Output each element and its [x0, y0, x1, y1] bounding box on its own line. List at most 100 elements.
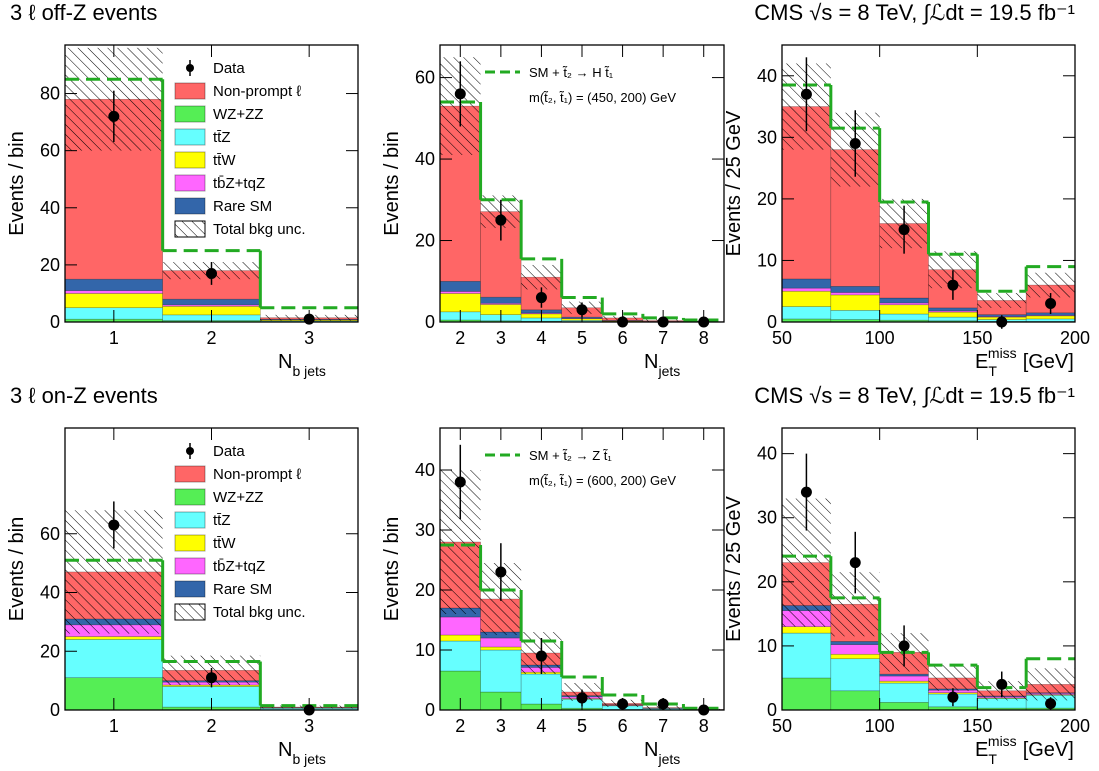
legend-label: tb̄Z+tqZ [213, 175, 265, 192]
y-tick-label: 60 [415, 68, 435, 88]
legend-label: Data [213, 443, 245, 460]
legend-swatch [174, 128, 206, 146]
data-point [947, 691, 959, 703]
legend-swatch [174, 220, 206, 238]
data-point [535, 292, 547, 304]
stack-segment [781, 278, 832, 289]
legend-swatch [174, 603, 206, 621]
x-axis-label-base: E [975, 351, 988, 373]
data-point [898, 640, 910, 652]
y-tick-label: 20 [415, 580, 435, 600]
x-tick-label: 100 [865, 328, 895, 348]
stack-segment [1025, 315, 1076, 320]
x-axis-label-sub: b jets [292, 363, 325, 379]
x-tick-label: 150 [962, 716, 992, 736]
x-tick-label: 200 [1060, 328, 1090, 348]
y-tick-label: 10 [757, 250, 777, 270]
x-tick-label: 1 [109, 328, 119, 348]
legend-swatch [174, 488, 206, 506]
legend-label: WZ+ZZ [213, 489, 263, 506]
stack-segment [480, 646, 522, 651]
x-tick-label: 2 [455, 716, 465, 736]
data-point [535, 650, 547, 662]
x-axis-label-sub: T [988, 363, 997, 379]
x-tick-label: 1 [109, 716, 119, 736]
panel: 0 10 20 30 40 50 100 150 200 Events / 25 GeV ETmis… [723, 383, 1090, 767]
stack-segment [64, 290, 163, 294]
stack-segment [480, 637, 522, 648]
annotation: m(t̃₂, t̃₁) = (450, 200) GeV [529, 90, 676, 105]
stack-segment [830, 653, 880, 660]
stack-segment [928, 311, 978, 318]
y-axis-label: Events / 25 GeV [723, 110, 745, 256]
uncertainty-band [977, 293, 1027, 308]
x-tick-label: 5 [577, 716, 587, 736]
y-tick-label: 20 [757, 572, 777, 592]
y-axis-label: Events / bin [381, 131, 403, 236]
x-tick-label: 6 [618, 328, 628, 348]
legend-label: tt̄W [213, 535, 236, 552]
data-point [800, 88, 812, 100]
legend-label: Data [213, 60, 245, 77]
panel: 0 20 40 60 2 3 4 5 6 7 8 Events / bin Njets SM + t̃₂ … [381, 44, 725, 379]
x-axis-label-base: N [644, 739, 658, 761]
y-tick-label: 60 [40, 524, 60, 544]
x-tick-label: 100 [865, 716, 895, 736]
legend-label: Non-prompt ℓ [213, 83, 301, 100]
x-tick-label: 7 [658, 328, 668, 348]
x-tick-label: 3 [496, 328, 506, 348]
panel: 0 10 20 30 40 50 100 150 200 Events / 25 GeV ETmis… [723, 0, 1090, 379]
legend-label: tt̄Z [213, 129, 231, 146]
stack-segment [480, 296, 522, 304]
x-axis-label-sub: T [988, 751, 997, 767]
y-tick-label: 20 [40, 641, 60, 661]
y-tick-label: 30 [757, 508, 777, 528]
y-axis-label: Events / 25 GeV [723, 496, 745, 642]
x-axis-label-unit: [GeV] [1023, 739, 1074, 761]
legend-swatch [174, 580, 206, 598]
panel-title: CMS √s = 8 TeV, ∫ℒdt = 19.5 fb⁻¹ [754, 0, 1075, 25]
stack-segment [830, 294, 880, 311]
data-point [1045, 698, 1057, 710]
uncertainty-band [1026, 668, 1075, 701]
x-axis-label-sup: miss [988, 345, 1017, 361]
legend-data-marker [186, 64, 194, 72]
y-tick-label: 10 [415, 640, 435, 660]
stack-segment [781, 677, 832, 711]
stack-segment [1025, 318, 1076, 322]
y-tick-label: 20 [40, 255, 60, 275]
stack-segment [781, 306, 832, 320]
stack-segment [64, 293, 163, 309]
stack-segment [64, 639, 163, 678]
legend-label: tt̄W [213, 152, 236, 169]
data-point [495, 214, 507, 226]
x-axis-label-base: N [278, 351, 292, 373]
data-point [800, 486, 812, 498]
stack-segment [781, 632, 832, 679]
stack-segment [879, 682, 929, 703]
y-tick-label: 60 [40, 141, 60, 161]
x-axis-label-base: N [644, 351, 658, 373]
legend-label: SM + t̃₂ → H t̃₁ [529, 65, 614, 80]
x-tick-label: 8 [699, 716, 709, 736]
stack-segment [879, 297, 929, 304]
x-axis-label: Njets [644, 739, 680, 767]
legend-label: Rare SM [213, 198, 272, 215]
x-tick-label: 2 [206, 716, 216, 736]
x-tick-label: 8 [699, 328, 709, 348]
stack-segment [879, 313, 929, 321]
stack-segment [928, 316, 978, 322]
y-tick-label: 0 [767, 700, 777, 720]
legend-label: SM + t̃₂ → Z t̃₁ [529, 448, 612, 463]
x-axis-label: Njets [644, 351, 680, 379]
data-point [849, 137, 861, 149]
stack-segment [162, 298, 261, 306]
x-axis-label-sub: jets [657, 363, 680, 379]
panel-title: 3 ℓ off-Z events [10, 0, 157, 25]
x-tick-label: 4 [536, 328, 546, 348]
x-tick-label: 2 [455, 328, 465, 348]
y-tick-label: 40 [40, 583, 60, 603]
y-tick-label: 0 [50, 312, 60, 332]
plot-frame [781, 44, 1076, 323]
